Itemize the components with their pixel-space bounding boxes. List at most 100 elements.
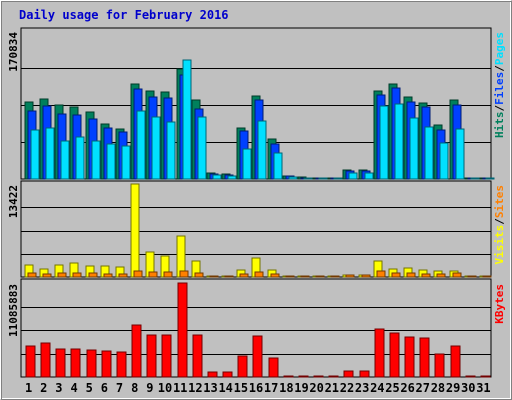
chart-title: Daily usage for February 2016 [19, 8, 229, 22]
day-label-18: 18 [279, 381, 293, 395]
bar-kbytes-day-4 [70, 348, 81, 378]
bar-kbytes-day-20 [313, 375, 324, 378]
bar-sites-day-3 [57, 272, 67, 278]
bar-kbytes-day-9 [146, 334, 157, 378]
day-label-9: 9 [146, 381, 153, 395]
legend-item-hits-files-pages-1: / [493, 105, 506, 112]
bar-pages-day-13 [212, 174, 222, 180]
bar-kbytes-day-22 [343, 370, 354, 378]
bar-sites-day-14 [224, 275, 234, 278]
bar-pages-day-15 [242, 148, 252, 180]
bar-kbytes-day-24 [374, 328, 385, 378]
bar-kbytes-day-28 [434, 353, 445, 378]
bar-sites-day-8 [133, 270, 143, 278]
bar-sites-day-31 [482, 275, 492, 278]
bar-pages-day-1 [30, 129, 40, 180]
bar-pages-day-11 [182, 59, 192, 180]
day-label-12: 12 [188, 381, 202, 395]
y-max-label-kbytes: 11085883 [7, 284, 20, 337]
legend-kbytes: KBytes [493, 284, 506, 324]
bar-pages-day-28 [439, 142, 449, 180]
bar-kbytes-day-6 [101, 350, 112, 378]
bar-kbytes-day-11 [177, 282, 188, 378]
bar-pages-day-14 [227, 175, 237, 180]
day-label-31: 31 [476, 381, 490, 395]
day-label-20: 20 [309, 381, 323, 395]
bar-visits-day-8 [130, 183, 140, 278]
y-max-label-hits-files-pages: 170834 [7, 32, 20, 72]
bar-pages-day-21 [333, 177, 343, 180]
day-label-11: 11 [173, 381, 187, 395]
y-max-label-visits-sites: 13422 [7, 185, 20, 218]
legend-item-hits-files-pages-4: Pages [493, 32, 506, 65]
bar-kbytes-day-1 [25, 345, 36, 378]
bar-sites-day-28 [436, 273, 446, 278]
bar-pages-day-8 [136, 110, 146, 180]
day-label-29: 29 [446, 381, 460, 395]
bar-sites-day-5 [88, 272, 98, 278]
day-label-2: 2 [40, 381, 47, 395]
day-label-26: 26 [400, 381, 414, 395]
day-label-7: 7 [116, 381, 123, 395]
bar-sites-day-7 [118, 273, 128, 278]
bars-kbytes [25, 282, 491, 378]
bar-sites-day-30 [467, 275, 477, 278]
bar-pages-day-22 [348, 172, 358, 180]
bar-sites-day-21 [330, 275, 340, 278]
day-label-13: 13 [203, 381, 217, 395]
bar-kbytes-day-17 [268, 357, 279, 378]
chart-panels: 170834Hits/Files/Pages13422Visits/Sites1… [7, 27, 506, 378]
legend-item-hits-files-pages-0: Hits [493, 112, 506, 139]
bar-kbytes-day-30 [465, 375, 476, 378]
bar-pages-day-31 [485, 177, 495, 180]
bar-sites-day-20 [315, 275, 325, 278]
bar-sites-day-13 [209, 275, 219, 278]
bar-pages-day-2 [45, 127, 55, 180]
bar-pages-day-19 [303, 177, 313, 180]
bar-pages-day-3 [60, 140, 70, 180]
bar-kbytes-day-12 [192, 334, 203, 378]
day-label-30: 30 [461, 381, 475, 395]
legend-item-hits-files-pages-3: / [493, 65, 506, 72]
day-label-24: 24 [370, 381, 384, 395]
bar-sites-day-24 [376, 270, 386, 278]
bar-kbytes-day-14 [222, 371, 233, 378]
day-label-14: 14 [218, 381, 232, 395]
bar-pages-day-10 [166, 121, 176, 180]
bar-kbytes-day-18 [283, 375, 294, 378]
bar-kbytes-day-5 [86, 349, 97, 378]
legend-item-visits-sites-1: / [493, 218, 506, 225]
bar-sites-day-1 [27, 272, 37, 278]
bar-pages-day-5 [91, 140, 101, 180]
bar-pages-day-16 [257, 120, 267, 180]
day-label-22: 22 [340, 381, 354, 395]
bar-pages-day-25 [394, 103, 404, 180]
legend-item-kbytes-0: KBytes [493, 284, 506, 324]
bar-pages-day-18 [288, 176, 298, 180]
bar-kbytes-day-27 [419, 337, 430, 378]
bar-pages-day-12 [197, 116, 207, 180]
day-label-23: 23 [355, 381, 369, 395]
bar-sites-day-2 [42, 273, 52, 278]
bars-visits-sites [24, 183, 492, 278]
bar-kbytes-day-26 [404, 336, 415, 378]
bar-pages-day-17 [273, 152, 283, 180]
bar-pages-day-27 [424, 126, 434, 180]
bar-sites-day-29 [452, 272, 462, 278]
bar-kbytes-day-19 [298, 375, 309, 378]
bar-pages-day-20 [318, 177, 328, 180]
bar-sites-day-19 [300, 275, 310, 278]
legend-hits-files-pages: Hits/Files/Pages [493, 32, 506, 138]
bar-kbytes-day-2 [40, 342, 51, 378]
bar-sites-day-26 [406, 272, 416, 278]
bar-sites-day-16 [254, 271, 264, 278]
panel-visits-sites: 13422 Visits/Sites [7, 180, 506, 278]
bar-pages-day-23 [364, 172, 374, 180]
bar-kbytes-day-15 [237, 355, 248, 378]
bar-kbytes-day-25 [389, 332, 400, 378]
legend-visits-sites: Visits/Sites [493, 185, 506, 265]
bar-sites-day-11 [179, 270, 189, 278]
bar-sites-day-12 [194, 272, 204, 278]
